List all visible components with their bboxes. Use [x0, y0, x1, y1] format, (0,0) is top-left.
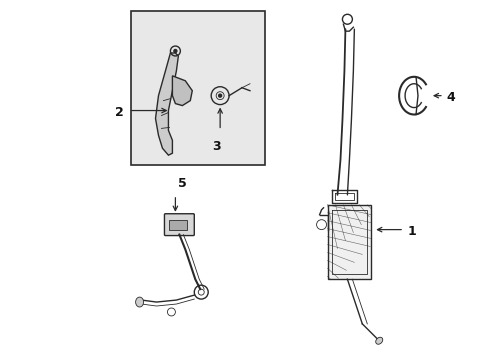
Bar — [130, 11, 264, 165]
Text: 3: 3 — [211, 140, 220, 153]
Bar — [327, 205, 370, 279]
Polygon shape — [155, 53, 178, 155]
Text: 4: 4 — [446, 91, 455, 104]
Bar — [169, 220, 187, 230]
Text: 5: 5 — [178, 177, 187, 190]
Text: 2: 2 — [115, 106, 123, 119]
Ellipse shape — [375, 337, 382, 344]
Text: 1: 1 — [406, 225, 415, 238]
Ellipse shape — [135, 297, 143, 307]
Circle shape — [174, 50, 177, 53]
Circle shape — [218, 94, 221, 97]
FancyBboxPatch shape — [164, 214, 194, 235]
Polygon shape — [172, 76, 192, 105]
